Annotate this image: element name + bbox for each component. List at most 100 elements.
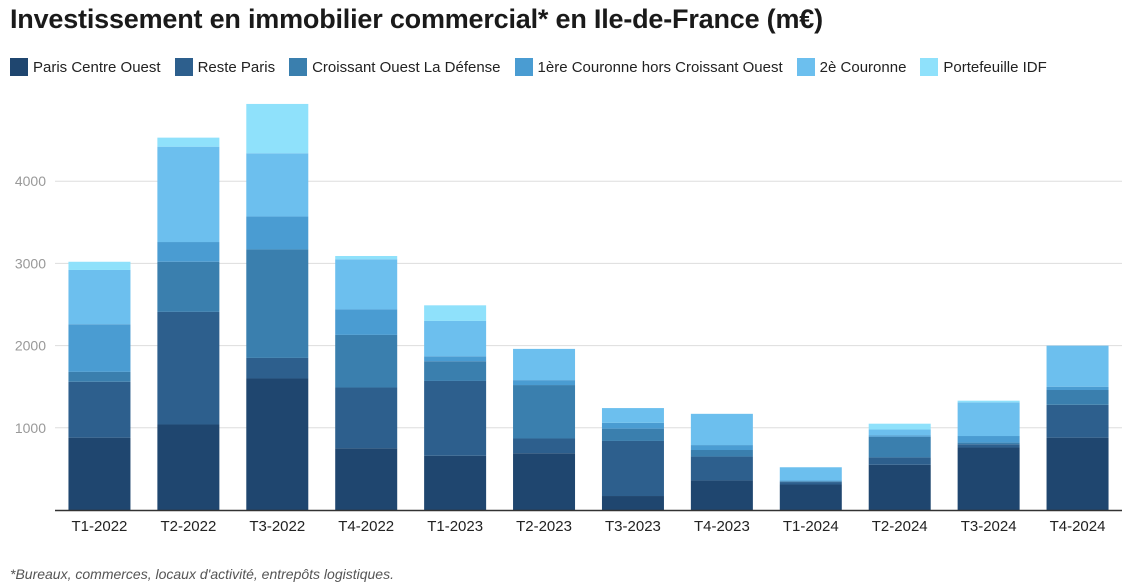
x-tick-label: T4-2024 (1050, 518, 1106, 535)
legend-item: Reste Paris (174, 58, 276, 76)
legend-label: 1ère Couronne hors Croissant Ouest (537, 58, 783, 76)
bar-segment (1046, 404, 1109, 438)
bar-segment (513, 380, 576, 386)
legend-label: Portefeuille IDF (943, 58, 1047, 76)
bar-segment (246, 357, 309, 379)
x-tick-label: T4-2023 (694, 518, 750, 535)
legend-swatch (514, 58, 533, 76)
x-tick-label: T3-2022 (249, 518, 305, 535)
legend-item: Paris Centre Ouest (10, 58, 161, 76)
y-tick-label: 1000 (15, 420, 46, 436)
bar-segment (246, 378, 309, 510)
legend: Paris Centre Ouest Reste Paris Croissant O… (10, 56, 1061, 78)
bar-segment (601, 496, 664, 510)
bar-segment (601, 428, 664, 441)
bar-segment (690, 456, 753, 481)
bar-segment (424, 380, 487, 456)
y-tick-label: 4000 (15, 173, 46, 189)
bar-segment (513, 348, 576, 381)
bar-segment (68, 324, 131, 372)
bar-segment (246, 153, 309, 217)
bar-segment (513, 438, 576, 454)
bar-segment (157, 261, 220, 312)
bar-segment (424, 320, 487, 357)
legend-label: Reste Paris (197, 58, 276, 76)
bar-segment (868, 436, 931, 458)
bar-segment (68, 261, 131, 270)
bar-segment (157, 242, 220, 262)
bar-segment (868, 457, 931, 465)
bar-segment (1046, 386, 1109, 390)
bar-segment (513, 453, 576, 510)
bar-segment (779, 467, 842, 481)
bar-segment (690, 445, 753, 450)
bar-segment (957, 400, 1020, 403)
legend-item: Portefeuille IDF (920, 58, 1047, 76)
bar-segment (335, 448, 398, 510)
legend-label: Croissant Ouest La Défense (312, 58, 501, 76)
x-tick-label: T2-2022 (160, 518, 216, 535)
x-tick-label: T3-2023 (605, 518, 661, 535)
legend-item: Croissant Ouest La Défense (289, 58, 501, 76)
bar-segment (424, 356, 487, 362)
bar-segment (424, 455, 487, 510)
bar-segment (601, 422, 664, 429)
x-tick-label: T2-2024 (872, 518, 928, 535)
bar-segment (779, 481, 842, 483)
bar-segment (690, 480, 753, 510)
bar-segment (957, 436, 1020, 443)
x-tick-label: T1-2023 (427, 518, 483, 535)
y-tick-label: 2000 (15, 338, 46, 354)
footnote: *Bureaux, commerces, locaux d'activité, … (10, 566, 394, 582)
bar-segment (690, 449, 753, 457)
bar-segment (601, 440, 664, 497)
bar-segment (779, 480, 842, 482)
bar-segment (957, 444, 1020, 448)
bar-segment (68, 371, 131, 382)
bar-segment (246, 103, 309, 154)
bar-segment (779, 482, 842, 485)
bar-segment (868, 423, 931, 430)
bar-segment (335, 334, 398, 388)
legend-swatch (796, 58, 815, 76)
bar-chart: 1000 2000 3000 4000 T1-2022 T2-2022 T3-2022 T4-… (15, 103, 1122, 535)
bar-segment (335, 259, 398, 310)
x-tick-label: T2-2023 (516, 518, 572, 535)
bar-segment (690, 413, 753, 446)
legend-label: Paris Centre Ouest (33, 58, 161, 76)
legend-swatch (920, 58, 939, 76)
bar-segment (246, 249, 309, 358)
x-tick-label: T3-2024 (961, 518, 1017, 535)
bar-segment (157, 424, 220, 510)
x-tick-label: T4-2022 (338, 518, 394, 535)
bar-segment (424, 305, 487, 321)
bar-segment (957, 402, 1020, 437)
bar-segment (68, 437, 131, 510)
legend-label: 2è Couronne (819, 58, 907, 76)
legend-swatch (174, 58, 193, 76)
bar-segment (335, 309, 398, 335)
bar-segment (68, 269, 131, 325)
bar-segment (246, 216, 309, 250)
legend-item: 1ère Couronne hors Croissant Ouest (514, 58, 783, 76)
bar-segment (601, 408, 664, 423)
bar-segment (1046, 345, 1109, 387)
bar-segment (157, 146, 220, 243)
bar-segment (779, 484, 842, 510)
bar-segment (1046, 437, 1109, 510)
x-tick-label: T1-2022 (72, 518, 128, 535)
bar-segment (335, 256, 398, 260)
x-tick-label: T1-2024 (783, 518, 839, 535)
bar-segment (157, 311, 220, 425)
bar-segment (424, 361, 487, 381)
bar-segment (868, 435, 931, 437)
bar-segment (157, 137, 220, 147)
bar-segment (868, 464, 931, 510)
legend-swatch (10, 58, 28, 76)
bar-segment (335, 387, 398, 449)
y-tick-label: 3000 (15, 255, 46, 271)
chart-title: Investissement en immobilier commercial*… (10, 4, 823, 34)
bar-segment (868, 429, 931, 436)
bar-segment (1046, 389, 1109, 405)
legend-item: 2è Couronne (796, 58, 907, 76)
